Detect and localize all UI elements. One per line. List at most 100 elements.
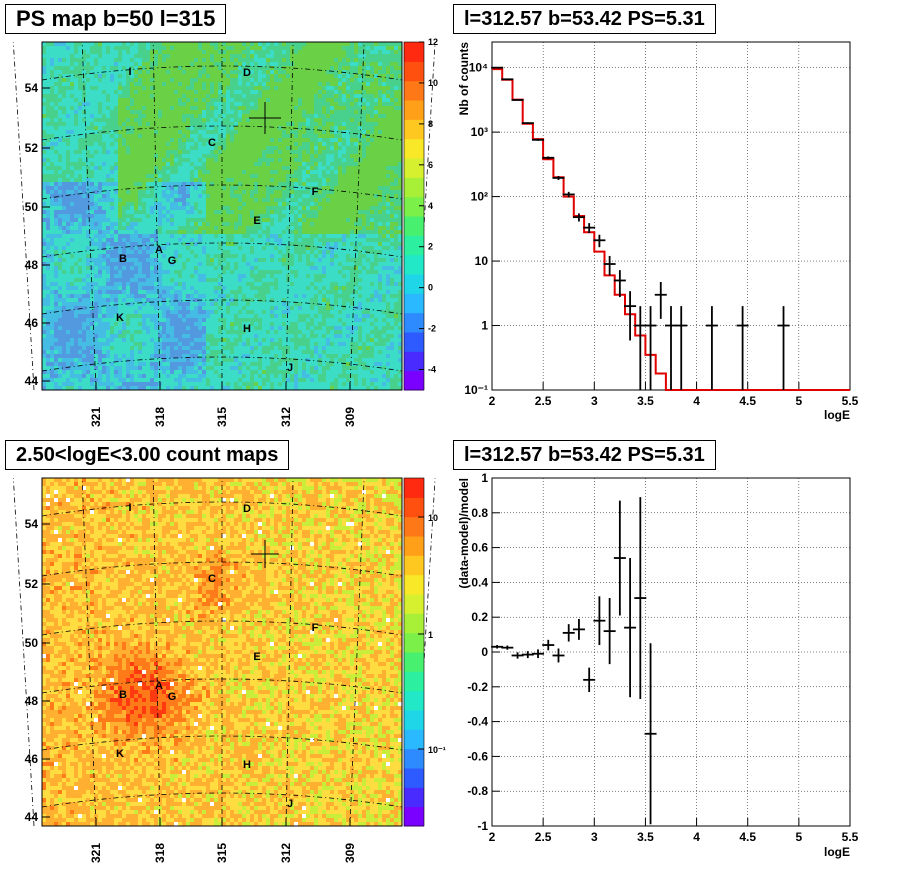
heatmap-cell (42, 166, 46, 170)
heatmap-cell (122, 262, 126, 266)
heatmap-cell (50, 66, 54, 70)
heatmap-cell (170, 62, 174, 66)
heatmap-cell (90, 234, 94, 238)
heatmap-cell (386, 90, 390, 94)
heatmap-cell (266, 242, 270, 246)
heatmap-cell (70, 218, 74, 222)
heatmap-cell (222, 54, 226, 58)
heatmap-cell (358, 78, 362, 82)
heatmap-cell (266, 158, 270, 162)
heatmap-cell (322, 218, 326, 222)
heatmap-cell (102, 50, 106, 54)
heatmap-cell (306, 50, 310, 54)
heatmap-cell (274, 170, 278, 174)
heatmap-cell (270, 126, 274, 130)
heatmap-cell (358, 66, 362, 70)
heatmap-cell (230, 202, 234, 206)
heatmap-cell (266, 82, 270, 86)
heatmap-cell (118, 250, 122, 254)
heatmap-cell (182, 50, 186, 54)
heatmap-cell (262, 126, 266, 130)
heatmap-cell (106, 134, 110, 138)
heatmap-cell (398, 54, 402, 58)
heatmap-cell (242, 146, 246, 150)
heatmap-cell (206, 98, 210, 102)
heatmap-cell (174, 90, 178, 94)
heatmap-cell (390, 94, 394, 98)
heatmap-cell (370, 198, 374, 202)
heatmap-cell (210, 78, 214, 82)
heatmap-cell (174, 78, 178, 82)
heatmap-cell (242, 230, 246, 234)
heatmap-cell (386, 158, 390, 162)
heatmap-cell (338, 230, 342, 234)
heatmap-cell (138, 222, 142, 226)
heatmap-cell (58, 110, 62, 114)
heatmap-cell (306, 234, 310, 238)
heatmap-cell (290, 102, 294, 106)
heatmap-cell (350, 186, 354, 190)
heatmap-cell (306, 178, 310, 182)
heatmap-cell (78, 218, 82, 222)
heatmap-cell (286, 230, 290, 234)
heatmap-cell (390, 258, 394, 262)
heatmap-cell (378, 154, 382, 158)
heatmap-cell (106, 250, 110, 254)
heatmap-cell (166, 210, 170, 214)
heatmap-cell (366, 214, 370, 218)
heatmap-cell (390, 110, 394, 114)
heatmap-cell (270, 74, 274, 78)
heatmap-cell (58, 134, 62, 138)
heatmap-cell (206, 70, 210, 74)
heatmap-cell (202, 186, 206, 190)
heatmap-cell (346, 238, 350, 242)
heatmap-cell (298, 214, 302, 218)
heatmap-cell (302, 94, 306, 98)
heatmap-cell (50, 150, 54, 154)
heatmap-cell (210, 178, 214, 182)
heatmap-cell (366, 218, 370, 222)
heatmap-cell (242, 74, 246, 78)
heatmap-cell (246, 94, 250, 98)
heatmap-cell (194, 122, 198, 126)
heatmap-cell (302, 126, 306, 130)
heatmap-cell (130, 138, 134, 142)
heatmap-cell (98, 86, 102, 90)
heatmap-cell (190, 198, 194, 202)
heatmap-cell (230, 186, 234, 190)
heatmap-cell (270, 86, 274, 90)
heatmap-cell (250, 110, 254, 114)
heatmap-cell (170, 154, 174, 158)
heatmap-cell (154, 198, 158, 202)
heatmap-cell (246, 242, 250, 246)
heatmap-cell (186, 102, 190, 106)
heatmap-cell (58, 46, 62, 50)
heatmap-cell (202, 110, 206, 114)
heatmap-cell (330, 66, 334, 70)
heatmap-cell (294, 226, 298, 230)
heatmap-cell (154, 58, 158, 62)
heatmap-cell (238, 138, 242, 142)
heatmap-cell (386, 178, 390, 182)
heatmap-cell (310, 122, 314, 126)
heatmap-cell (78, 190, 82, 194)
heatmap-cell (138, 90, 142, 94)
heatmap-cell (110, 86, 114, 90)
heatmap-cell (194, 94, 198, 98)
heatmap-cell (114, 174, 118, 178)
heatmap-cell (254, 50, 258, 54)
heatmap-cell (210, 98, 214, 102)
heatmap-cell (322, 78, 326, 82)
heatmap-cell (106, 106, 110, 110)
heatmap-cell (370, 154, 374, 158)
heatmap-cell (118, 170, 122, 174)
heatmap-cell (50, 54, 54, 58)
heatmap-cell (246, 202, 250, 206)
heatmap-cell (258, 174, 262, 178)
heatmap-cell (294, 74, 298, 78)
heatmap-cell (90, 114, 94, 118)
heatmap-cell (86, 238, 90, 242)
heatmap-cell (330, 126, 334, 130)
heatmap-cell (174, 50, 178, 54)
heatmap-cell (158, 62, 162, 66)
